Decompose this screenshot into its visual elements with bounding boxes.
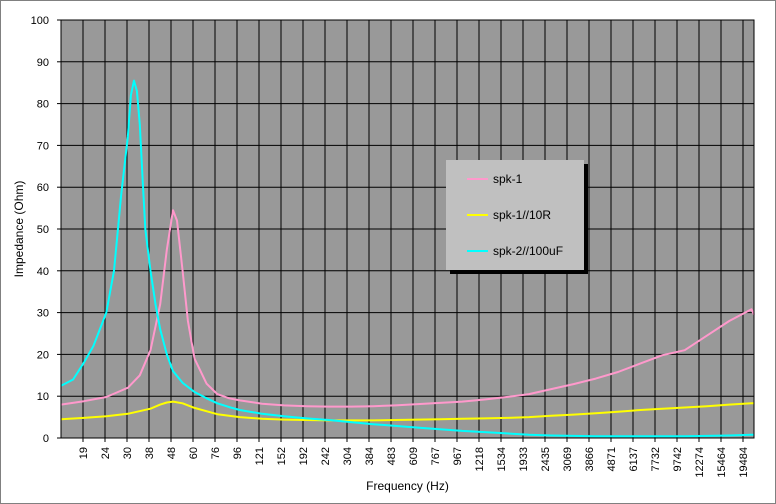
x-tick-label: 38 <box>144 447 156 459</box>
y-tick-label: 0 <box>43 433 49 445</box>
x-tick-label: 483 <box>386 447 398 465</box>
x-tick-label: 3866 <box>584 447 596 471</box>
series-line-0 <box>60 209 755 408</box>
x-tick-label: 6137 <box>628 447 640 471</box>
x-tick-label: 19484 <box>738 447 750 478</box>
x-tick-label: 384 <box>364 447 376 465</box>
y-tick-label: 100 <box>31 15 49 27</box>
x-tick-label: 609 <box>408 447 420 465</box>
x-axis-label: Frequency (Hz) <box>366 479 449 493</box>
y-tick-label: 50 <box>37 224 49 236</box>
grid-lines <box>61 20 754 438</box>
x-tick-label: 242 <box>320 447 332 465</box>
legend-label: spk-1 <box>493 172 523 186</box>
y-tick-label: 40 <box>37 266 49 278</box>
x-tick-label: 7732 <box>650 447 662 471</box>
y-tick-label: 90 <box>37 57 49 69</box>
legend-label: spk-1//10R <box>493 208 551 222</box>
x-tick-label: 60 <box>188 447 200 459</box>
series-layer <box>60 79 755 438</box>
x-tick-label: 4871 <box>606 447 618 471</box>
x-tick-label: 19 <box>78 447 90 459</box>
y-tick-label: 30 <box>37 308 49 320</box>
x-tick-label: 1218 <box>474 447 486 471</box>
series-line-1 <box>60 400 754 422</box>
x-tick-label: 24 <box>100 447 112 459</box>
x-tick-label: 304 <box>342 447 354 465</box>
x-tick-label: 192 <box>298 447 310 465</box>
x-tick-label: 12274 <box>694 447 706 478</box>
x-tick-label: 121 <box>254 447 266 465</box>
x-tick-label: 30 <box>122 447 134 459</box>
x-tick-label: 76 <box>210 447 222 459</box>
y-tick-label: 20 <box>37 349 49 361</box>
x-tick-label: 767 <box>430 447 442 465</box>
y-axis-label: Impedance (Ohm) <box>12 181 26 278</box>
x-tick-label: 1933 <box>518 447 530 471</box>
legend-label: spk-2//100uF <box>493 244 563 258</box>
x-tick-label: 9742 <box>672 447 684 471</box>
x-tick-label: 3069 <box>562 447 574 471</box>
legend: spk-1 spk-1//10R spk-2//100uF <box>446 160 588 274</box>
x-tick-label: 1534 <box>496 447 508 471</box>
y-axis-ticks: 0 10 20 30 40 50 60 70 80 90 100 <box>31 15 61 445</box>
x-tick-label: 967 <box>452 447 464 465</box>
y-tick-label: 70 <box>37 140 49 152</box>
series-line-2 <box>60 79 754 438</box>
y-tick-label: 80 <box>37 99 49 111</box>
x-tick-label: 96 <box>232 447 244 459</box>
x-axis-ticks: 19 24 30 38 48 60 76 96 121 152 192 242 304 384 483 609… <box>78 438 750 478</box>
x-tick-label: 2435 <box>540 447 552 471</box>
x-tick-label: 48 <box>166 447 178 459</box>
x-tick-label: 152 <box>276 447 288 465</box>
y-tick-label: 10 <box>37 391 49 403</box>
x-tick-label: 15464 <box>716 447 728 478</box>
y-tick-label: 60 <box>37 182 49 194</box>
